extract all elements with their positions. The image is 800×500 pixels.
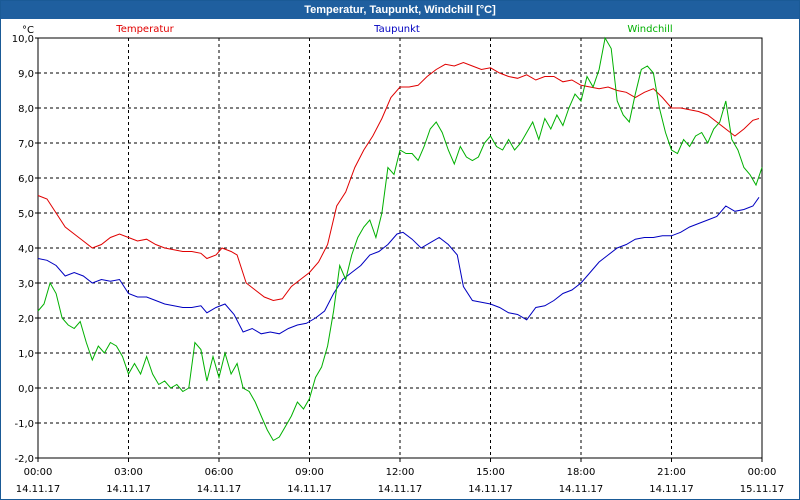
y-tick-label: 2,0 [18, 314, 34, 325]
x-tick-time: 15:00 [476, 467, 505, 478]
series-line-temperatur [37, 61, 760, 302]
x-tick-date: 14.11.17 [378, 484, 423, 495]
axes: 10,0 9,0 8,0 7,0 6,0 5,0 4,0 3,0 2,0 1,0 0,0 -1,0 -2… [12, 25, 785, 495]
y-tick-label: -1,0 [14, 419, 34, 430]
series-line-windchill [37, 36, 763, 442]
x-tick-time: 00:00 [748, 467, 777, 478]
chart-title: Temperatur, Taupunkt, Windchill [°C] [1, 1, 799, 19]
y-tick-label: 10,0 [12, 34, 34, 45]
x-tick-date: 14.11.17 [106, 484, 151, 495]
y-tick-label: 0,0 [18, 384, 34, 395]
y-tick-label: 6,0 [18, 174, 34, 185]
x-tick-time: 18:00 [567, 467, 596, 478]
x-tick-date: 14.11.17 [287, 484, 332, 495]
x-tick-date: 14.11.17 [649, 484, 694, 495]
legend-taupunkt: Taupunkt [373, 24, 420, 35]
legend-windchill: Windchill [627, 24, 672, 35]
grid [38, 38, 762, 458]
x-tick-time: 21:00 [657, 467, 686, 478]
series-line-taupunkt [37, 197, 760, 335]
x-tick-date: 14.11.17 [559, 484, 604, 495]
x-tick-date: 14.11.17 [197, 484, 242, 495]
x-tick-time: 09:00 [295, 467, 324, 478]
x-tick-time: 06:00 [205, 467, 234, 478]
x-tick-date: 14.11.17 [16, 484, 61, 495]
x-tick-date: 15.11.17 [740, 484, 785, 495]
y-tick-label: 7,0 [18, 139, 34, 150]
y-tick-label: 4,0 [18, 244, 34, 255]
series-lines [37, 36, 763, 442]
x-tick-date: 14.11.17 [468, 484, 513, 495]
y-tick-label: 5,0 [18, 209, 34, 220]
x-tick-time: 03:00 [114, 467, 143, 478]
y-tick-label: -2,0 [14, 454, 34, 465]
y-tick-label: 3,0 [18, 279, 34, 290]
y-axis-unit: °C [22, 25, 34, 36]
x-tick-time: 00:00 [24, 467, 53, 478]
x-tick-time: 12:00 [386, 467, 415, 478]
y-tick-label: 1,0 [18, 349, 34, 360]
legend-temperatur: Temperatur [115, 24, 174, 35]
y-tick-label: 8,0 [18, 104, 34, 115]
y-tick-label: 9,0 [18, 69, 34, 80]
legend: Temperatur Taupunkt Windchill [115, 24, 672, 35]
